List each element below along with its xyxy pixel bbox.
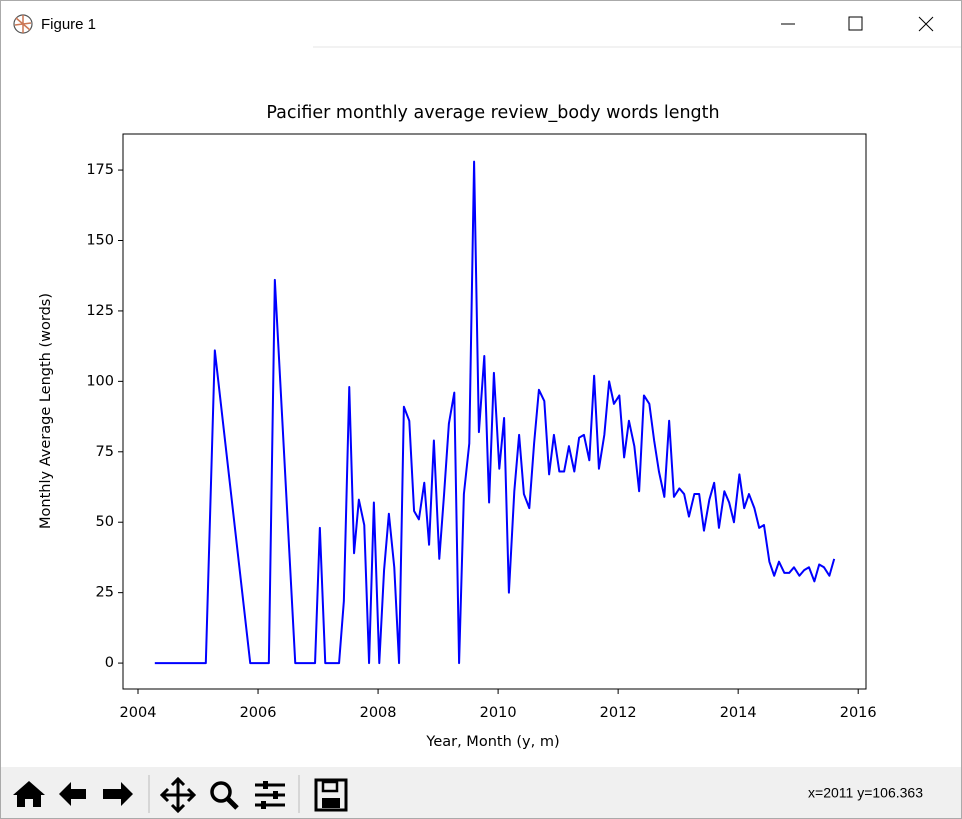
home-button[interactable]	[13, 781, 45, 807]
app-icon	[13, 14, 33, 34]
save-button[interactable]	[314, 778, 348, 812]
x-tick-label: 2014	[720, 705, 757, 721]
y-tick-label: 75	[96, 444, 114, 460]
x-axis-label: Year, Month (y, m)	[425, 734, 559, 750]
y-tick-label: 100	[86, 373, 114, 389]
maximize-button[interactable]	[848, 16, 863, 31]
forward-button[interactable]	[103, 782, 133, 806]
x-tick-label: 2010	[480, 705, 517, 721]
y-axis-label: Monthly Average Length (words)	[38, 293, 54, 529]
x-tick-label: 2006	[240, 705, 277, 721]
x-tick-label: 2016	[840, 705, 877, 721]
x-tick-label: 2008	[360, 705, 397, 721]
configure-button[interactable]	[255, 781, 285, 809]
y-tick-label: 25	[96, 585, 114, 601]
close-button[interactable]	[918, 16, 934, 32]
window-title: Figure 1	[41, 16, 96, 33]
y-tick-label: 50	[96, 514, 114, 530]
back-button[interactable]	[59, 782, 86, 806]
x-tick-label: 2012	[600, 705, 637, 721]
x-tick-label: 2004	[120, 705, 157, 721]
y-tick-label: 125	[86, 303, 114, 319]
y-tick-label: 175	[86, 162, 114, 178]
cursor-coordinates: x=2011 y=106.363	[808, 785, 923, 801]
zoom-button[interactable]	[210, 781, 239, 810]
y-tick-label: 150	[86, 232, 114, 248]
plot-area	[122, 133, 867, 690]
chart-title: Pacifier monthly average review_body wor…	[266, 103, 719, 123]
title-bar	[1, 1, 961, 47]
data-line	[154, 160, 836, 665]
toolbar	[1, 767, 961, 818]
y-tick-label: 0	[105, 655, 114, 671]
pan-button[interactable]	[159, 776, 197, 814]
chart: Pacifier monthly average review_body wor…	[38, 103, 877, 750]
